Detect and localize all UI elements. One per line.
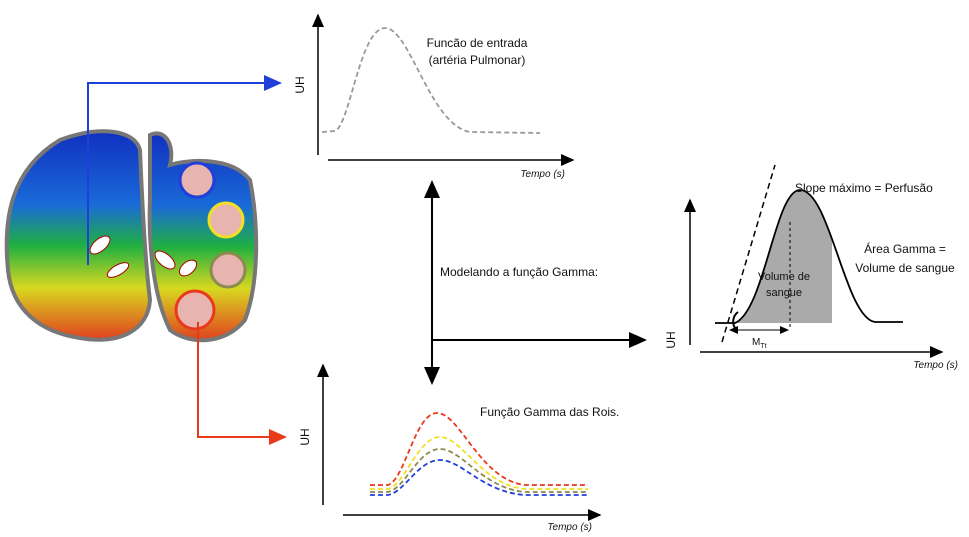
lung-image	[7, 131, 257, 340]
x-label: Tempo (s)	[913, 360, 958, 371]
x-label: Tempo (s)	[520, 169, 565, 180]
x-label: Tempo (s)	[547, 522, 592, 533]
slope-label: Slope máximo = Perfusão	[795, 181, 933, 195]
area-label: Volume de sangue	[855, 261, 955, 275]
title: (artéria Pulmonar)	[429, 53, 526, 67]
input-chart: UH Tempo (s) Funcão de entrada (artéria …	[293, 15, 573, 180]
mtt-label: MTt	[752, 337, 767, 350]
model-chart: UH Tempo (s) Slope máximo = Perfusão Áre…	[664, 165, 958, 371]
y-label: UH	[664, 331, 678, 348]
title: Função Gamma das Rois.	[480, 405, 619, 419]
diagram: UH Tempo (s) Funcão de entrada (artéria …	[0, 0, 969, 537]
area-label: Área Gamma =	[864, 241, 946, 256]
rois-chart: UH Tempo (s) Função Gamma das Rois.	[298, 365, 619, 533]
model-label: Modelando a função Gamma:	[440, 265, 598, 279]
y-label: UH	[293, 76, 307, 93]
fill-label: sangue	[766, 287, 802, 299]
y-label: UH	[298, 428, 312, 445]
fill-label: Volume de	[758, 271, 810, 283]
title: Funcão de entrada	[427, 36, 528, 50]
